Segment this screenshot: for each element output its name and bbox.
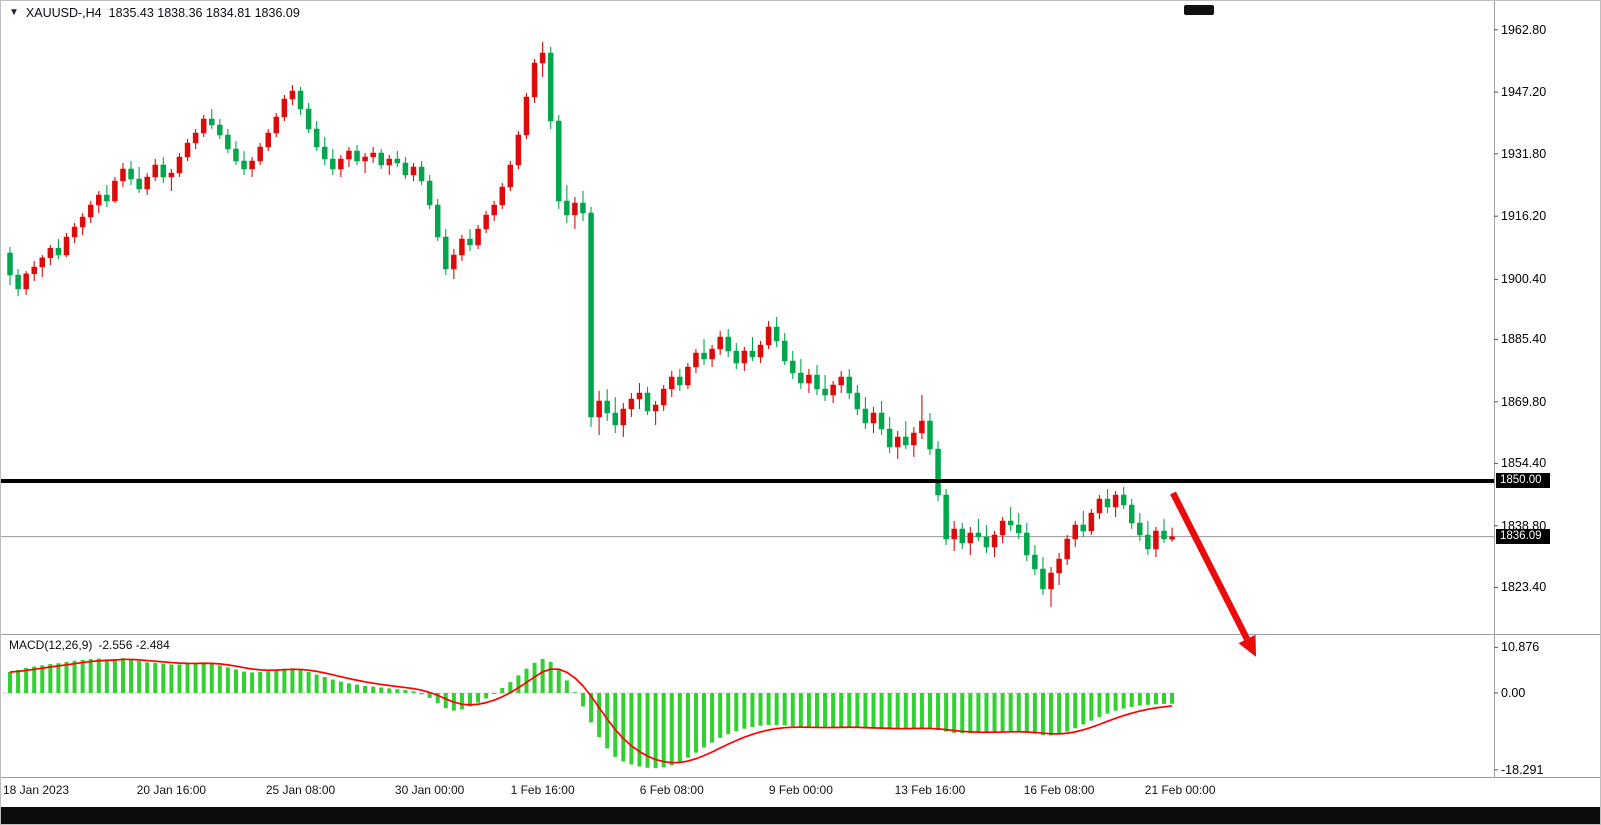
symbol-timeframe-label: XAUUSD-,H4 bbox=[25, 6, 102, 20]
time-axis[interactable]: 18 Jan 2023 20 Jan 16:00 25 Jan 08:00 30 Ja… bbox=[1, 778, 1494, 806]
bottom-bar bbox=[1, 807, 1600, 824]
macd-signal-line bbox=[9, 658, 1173, 764]
macd-scale-label: 0.00 bbox=[1501, 686, 1526, 700]
time-tick-label: 16 Feb 08:00 bbox=[1023, 783, 1095, 797]
symbol-dropdown-icon[interactable]: ▼ bbox=[9, 7, 19, 18]
price-tick-label: 1869.80 bbox=[1501, 394, 1547, 409]
time-tick-label: 25 Jan 08:00 bbox=[265, 783, 336, 797]
price-tick-label: 1838.80 bbox=[1501, 518, 1547, 533]
symbol-ohlc-readout: ▼ XAUUSD-,H4 1835.43 1838.36 1834.81 183… bbox=[9, 6, 300, 20]
price-axis[interactable]: 1850.00 1836.09 1962.80 1947.20 1931.80 191… bbox=[1495, 1, 1600, 777]
time-tick-label: 6 Feb 08:00 bbox=[639, 783, 704, 797]
time-tick-label: 30 Jan 00:00 bbox=[394, 783, 465, 797]
time-tick-label: 9 Feb 00:00 bbox=[768, 783, 833, 797]
trend-arrow-head bbox=[1238, 634, 1257, 657]
time-tick-label: 21 Feb 00:00 bbox=[1144, 783, 1216, 797]
time-tick-label: 1 Feb 16:00 bbox=[510, 783, 575, 797]
macd-indicator-label: MACD(12,26,9) -2.556 -2.484 bbox=[9, 638, 170, 652]
top-right-marker bbox=[1184, 5, 1214, 15]
macd-scale-label: -18.291 bbox=[1501, 762, 1544, 777]
price-tick-label: 1916.20 bbox=[1501, 209, 1547, 224]
bid-price-tag: 1836.09 bbox=[1496, 528, 1550, 544]
hline-price-tag: 1850.00 bbox=[1496, 473, 1550, 488]
trend-arrow[interactable] bbox=[1170, 491, 1250, 641]
time-tick-label: 20 Jan 16:00 bbox=[136, 783, 207, 797]
macd-scale-label: 10.876 bbox=[1501, 640, 1540, 655]
price-tick-label: 1931.80 bbox=[1501, 146, 1547, 161]
price-tick-label: 1823.40 bbox=[1501, 580, 1547, 595]
time-tick-label: 13 Feb 16:00 bbox=[894, 783, 966, 797]
candles-layer bbox=[7, 41, 1175, 607]
macd-values: -2.556 -2.484 bbox=[98, 638, 170, 652]
price-tick-label: 1854.40 bbox=[1501, 456, 1547, 471]
macd-histogram bbox=[8, 658, 1175, 769]
price-tick-label: 1885.40 bbox=[1501, 332, 1547, 347]
macd-label: MACD(12,26,9) bbox=[9, 638, 93, 652]
ohlc-readout: 1835.43 1838.36 1834.81 1836.09 bbox=[108, 6, 300, 20]
price-tick-label: 1962.80 bbox=[1501, 22, 1547, 37]
time-tick-label: 18 Jan 2023 bbox=[3, 783, 70, 797]
price-tick-label: 1947.20 bbox=[1501, 85, 1547, 100]
price-tick-label: 1900.40 bbox=[1501, 272, 1547, 287]
